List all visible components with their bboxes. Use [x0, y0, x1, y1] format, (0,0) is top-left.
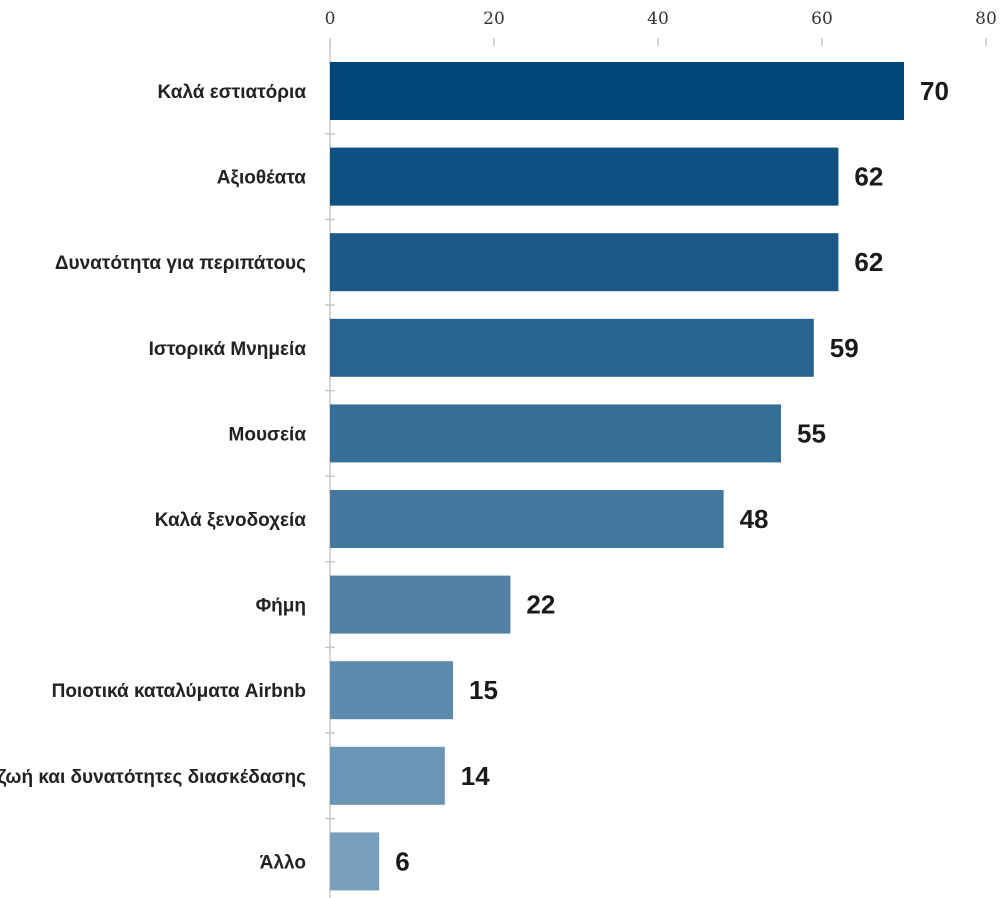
category-label: Καλά εστιατόρια [157, 82, 306, 103]
x-tick-label: 20 [483, 9, 505, 29]
bar [330, 575, 511, 634]
bar [330, 62, 904, 120]
value-label: 14 [461, 761, 490, 791]
bar [330, 661, 453, 720]
category-label: Δυνατότητα για περιπάτους [55, 253, 306, 274]
value-label: 62 [854, 247, 883, 277]
value-label: 6 [395, 846, 409, 876]
x-tick-label: 40 [647, 9, 669, 29]
category-label: Καλά ξενοδοχεία [155, 510, 307, 531]
value-label: 22 [526, 590, 555, 620]
bar [330, 832, 380, 891]
category-label: Ιστορικά Μνημεία [149, 339, 307, 360]
bar [330, 147, 839, 206]
category-label: Ποιοτικά καταλύματα Airbnb [52, 681, 306, 702]
bar [330, 404, 781, 463]
bar [330, 746, 445, 805]
x-tick-label: 60 [811, 9, 833, 29]
category-label: Άλλο [260, 852, 306, 873]
bar [330, 233, 839, 292]
bars [330, 62, 904, 891]
value-label: 59 [830, 333, 859, 363]
category-label: Μουσεία [229, 424, 307, 445]
bar [330, 490, 724, 548]
category-label: Νυχτερινή ζωή και δυνατότητες διασκέδαση… [0, 767, 306, 788]
value-label: 62 [854, 162, 883, 192]
value-label: 15 [469, 675, 498, 705]
category-labels: Καλά εστιατόρια Αξιοθέατα Δυνατότητα για π… [0, 82, 306, 873]
value-label: 70 [920, 76, 949, 106]
x-tick-label: 80 [975, 9, 997, 29]
value-label: 55 [797, 418, 826, 448]
category-label: Αξιοθέατα [217, 168, 307, 189]
category-label: Φήμη [256, 596, 306, 617]
value-labels: 70 62 62 59 55 48 22 15 14 6 [395, 76, 949, 876]
value-label: 48 [740, 504, 769, 534]
bar [330, 318, 814, 377]
x-tick-label: 0 [325, 9, 336, 29]
